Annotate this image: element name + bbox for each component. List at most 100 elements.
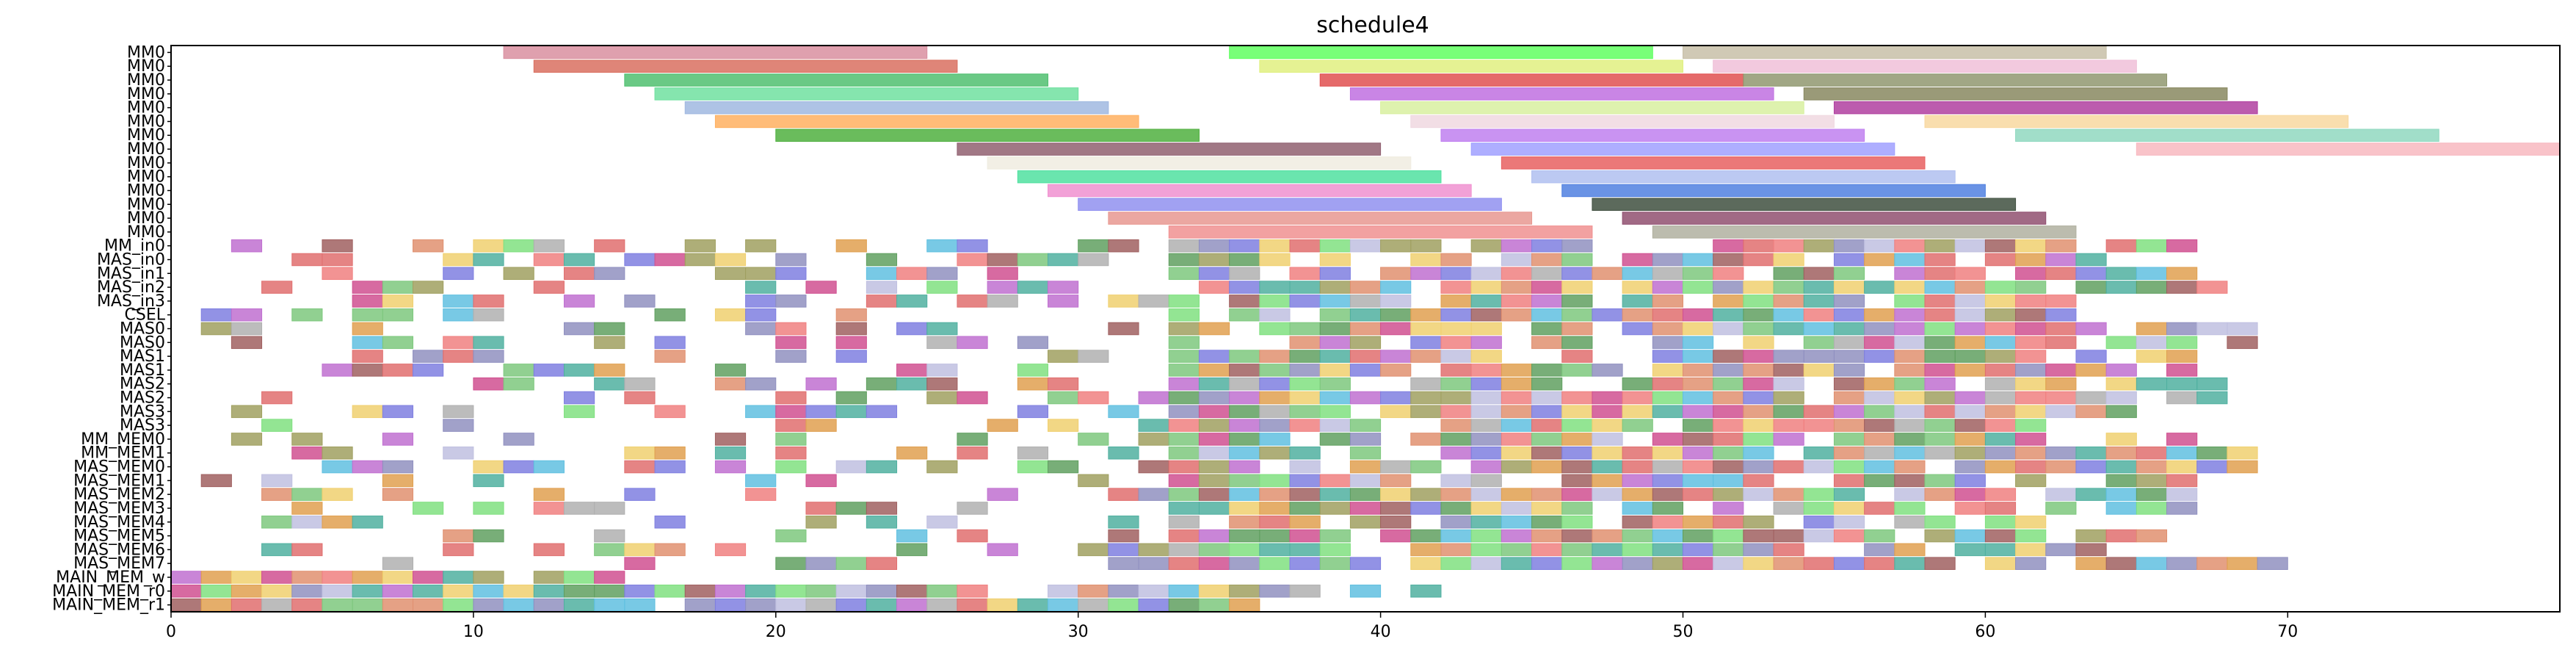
task-bar bbox=[1924, 308, 1956, 322]
task-bar bbox=[714, 543, 747, 557]
task-bar bbox=[1410, 115, 1835, 129]
task-bar bbox=[1894, 336, 1926, 350]
task-bar bbox=[1682, 405, 1714, 419]
task-bar bbox=[1259, 308, 1291, 322]
task-bar bbox=[1984, 557, 2017, 570]
task-bar bbox=[1803, 281, 1835, 294]
task-bar bbox=[1652, 543, 1683, 557]
task-bar bbox=[1319, 350, 1351, 363]
task-bar bbox=[291, 502, 323, 515]
task-bar bbox=[2015, 336, 2047, 350]
task-bar bbox=[1924, 515, 1956, 529]
task-bar bbox=[1531, 377, 1563, 391]
task-bar bbox=[1743, 529, 1774, 543]
task-bar bbox=[1924, 488, 1956, 501]
task-bar bbox=[291, 598, 323, 612]
task-bar bbox=[2227, 322, 2258, 336]
y-tick-label: MAS_MEM3 bbox=[73, 499, 165, 518]
task-bar bbox=[1531, 239, 1563, 253]
y-tick-label: MM0 bbox=[127, 168, 165, 187]
task-bar bbox=[1168, 364, 1200, 377]
task-bar bbox=[1198, 474, 1230, 488]
task-bar bbox=[835, 598, 867, 612]
task-bar bbox=[382, 488, 414, 501]
task-bar bbox=[1954, 322, 1986, 336]
task-bar bbox=[1470, 377, 1502, 391]
task-bar bbox=[1198, 502, 1230, 515]
task-bar bbox=[1713, 474, 1744, 488]
task-bar bbox=[1652, 336, 1683, 350]
task-bar bbox=[2166, 377, 2198, 391]
task-bar bbox=[1531, 419, 1563, 432]
task-bar bbox=[473, 571, 504, 584]
task-bar bbox=[1380, 474, 1412, 488]
task-bar bbox=[1138, 433, 1169, 446]
task-bar bbox=[1410, 336, 1442, 350]
y-tick-label: CSEL bbox=[125, 306, 166, 325]
task-bar bbox=[1108, 529, 1139, 543]
task-bar bbox=[443, 529, 474, 543]
task-bar bbox=[1531, 529, 1563, 543]
task-bar bbox=[1954, 460, 1986, 474]
task-bar bbox=[714, 364, 747, 377]
task-bar bbox=[1924, 115, 2349, 129]
task-bar bbox=[1168, 308, 1200, 322]
task-bar bbox=[1894, 239, 1926, 253]
task-bar bbox=[714, 433, 747, 446]
task-bar bbox=[1229, 598, 1260, 612]
task-bar bbox=[1592, 391, 1623, 405]
task-bar bbox=[382, 557, 414, 570]
task-bar bbox=[1954, 474, 1986, 488]
task-bar bbox=[1954, 419, 1986, 432]
task-bar bbox=[957, 446, 988, 460]
task-bar bbox=[1198, 239, 1230, 253]
task-bar bbox=[1592, 529, 1623, 543]
task-bar bbox=[1349, 488, 1382, 501]
task-bar bbox=[745, 405, 777, 419]
task-bar bbox=[1622, 446, 1653, 460]
task-bar bbox=[1259, 364, 1291, 377]
task-bar bbox=[714, 377, 747, 391]
task-bar bbox=[1531, 170, 1956, 184]
task-bar bbox=[1864, 502, 1895, 515]
task-bar bbox=[1440, 364, 1472, 377]
task-bar bbox=[1743, 350, 1774, 363]
task-bar bbox=[1108, 543, 1139, 557]
task-bar bbox=[2045, 322, 2077, 336]
task-bar bbox=[261, 515, 293, 529]
y-tick-label: MAIN_MEM_r0 bbox=[52, 582, 165, 601]
task-bar bbox=[805, 515, 837, 529]
task-bar bbox=[1198, 543, 1230, 557]
task-bar bbox=[1229, 502, 1260, 515]
task-bar bbox=[1048, 295, 1079, 308]
task-bar bbox=[1168, 474, 1200, 488]
y-tick-label: MM0 bbox=[127, 112, 165, 131]
task-bar bbox=[1319, 336, 1351, 350]
task-bar bbox=[1833, 419, 1865, 432]
task-bar bbox=[957, 391, 988, 405]
y-tick-label: MM0 bbox=[127, 181, 165, 200]
task-bar bbox=[1561, 239, 1593, 253]
task-bar bbox=[926, 239, 958, 253]
task-bar bbox=[1319, 308, 1351, 322]
task-bar bbox=[1380, 460, 1412, 474]
task-bar bbox=[261, 488, 293, 501]
task-bar bbox=[2015, 557, 2047, 570]
task-bar bbox=[866, 405, 898, 419]
task-bar bbox=[200, 571, 232, 584]
task-bar bbox=[1833, 474, 1865, 488]
task-bar bbox=[1259, 350, 1291, 363]
task-bar bbox=[1229, 391, 1260, 405]
task-bar bbox=[1168, 446, 1200, 460]
task-bar bbox=[1440, 502, 1472, 515]
task-bar bbox=[624, 557, 656, 570]
task-bar bbox=[1470, 322, 1502, 336]
task-bar bbox=[261, 571, 293, 584]
task-bar bbox=[1531, 446, 1563, 460]
task-bar bbox=[1864, 446, 1895, 460]
task-bar bbox=[1168, 598, 1200, 612]
task-bar bbox=[1743, 364, 1774, 377]
task-bar bbox=[231, 585, 263, 598]
task-bar bbox=[2105, 364, 2137, 377]
